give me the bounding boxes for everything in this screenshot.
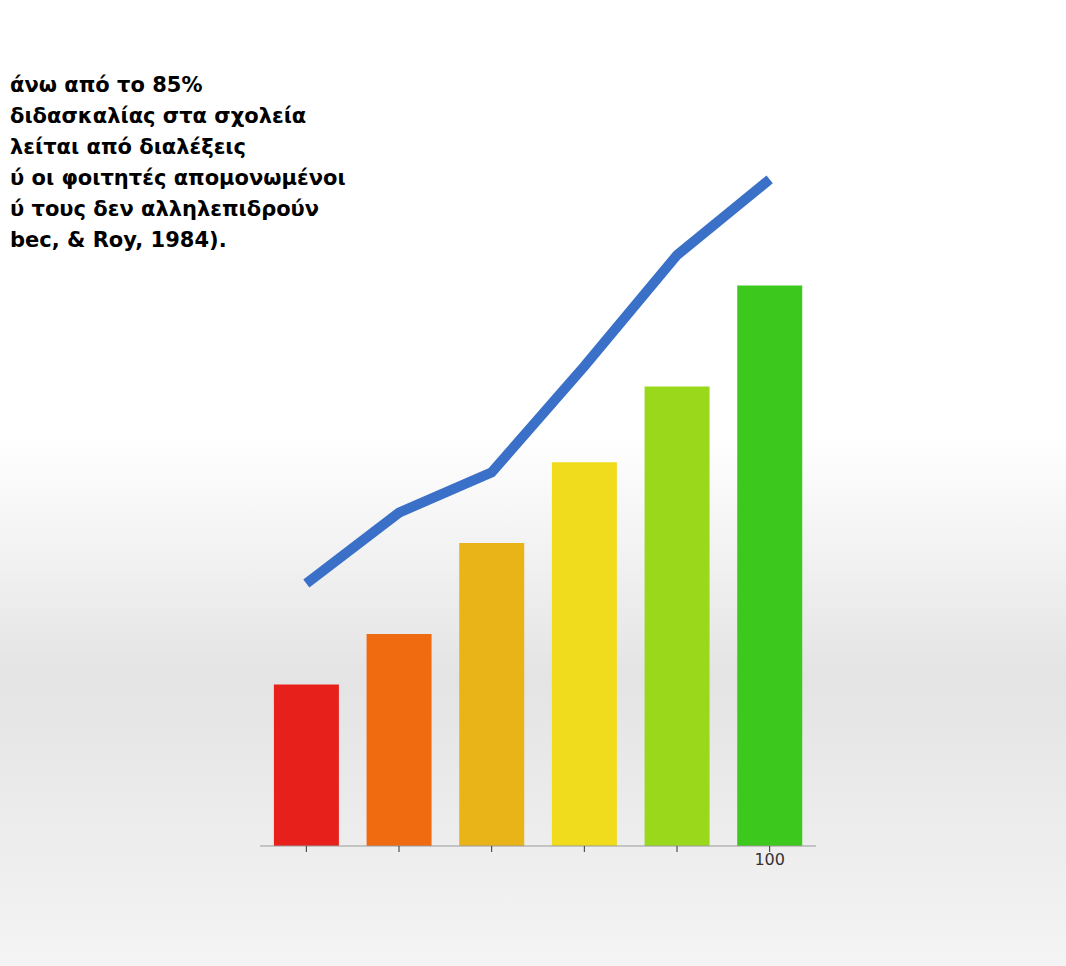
html-text:ύ τους δεν αλληλεπιδρούν: ύ τους δεν αλληλεπιδρούν xyxy=(10,197,320,221)
html-text:διδασκαλίας στα σχολεία: διδασκαλίας στα σχολεία xyxy=(10,104,307,128)
html-text:λείται από διαλέξεις: λείται από διαλέξεις xyxy=(10,135,246,159)
html-text:ύ οι φοιτητές απομονωμένοι: ύ οι φοιτητές απομονωμένοι xyxy=(10,166,346,190)
svg-text:100: 100 xyxy=(754,850,785,869)
html-text:bec, & Roy, 1984).: bec, & Roy, 1984). xyxy=(10,228,227,252)
html-text:άνω από το 85%: άνω από το 85% xyxy=(10,73,203,97)
